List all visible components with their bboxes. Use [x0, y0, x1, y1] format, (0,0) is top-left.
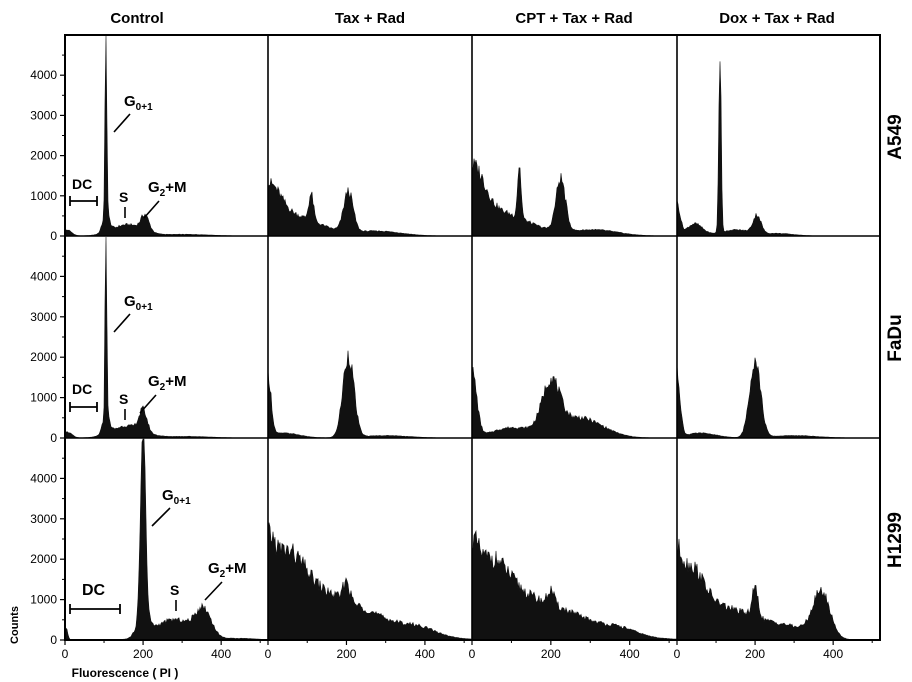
histogram-h1299-dox-tax-rad	[676, 538, 880, 641]
annotation-s-a549: S	[119, 189, 128, 205]
y-tick-label: 2000	[30, 350, 57, 364]
y-axis-label: Counts	[9, 606, 21, 644]
annotations: G0+1 DC S G2+M G0+1 DC S G2+M	[69, 93, 247, 614]
annotation-g01-h1299: G0+1	[151, 487, 191, 527]
y-tick-label: 2000	[30, 149, 57, 163]
y-tick-label: 1000	[30, 593, 57, 607]
x-tick-label: 0	[62, 647, 69, 661]
svg-text:G0+1: G0+1	[162, 487, 191, 507]
y-tick-label: 4000	[30, 68, 57, 82]
annotation-s-fadu: S	[119, 391, 128, 407]
x-tick-label: 200	[336, 647, 356, 661]
histogram-h1299-cpt-tax-rad	[471, 529, 678, 641]
annotation-s-h1299: S	[170, 582, 179, 598]
y-tick-label: 3000	[30, 108, 57, 122]
annotation-dc-a549: DC	[72, 176, 92, 192]
y-tick-label: 3000	[30, 310, 57, 324]
y-tick-label: 1000	[30, 391, 57, 405]
histogram-a549-dox-tax-rad	[676, 61, 880, 237]
y-tick-label: 2000	[30, 552, 57, 566]
dc-bracket-h1299	[69, 604, 121, 614]
axes-layer: 0100020003000400001000200030004000010002…	[30, 34, 881, 661]
y-tick-label: 3000	[30, 512, 57, 526]
column-header-tax-rad: Tax + Rad	[335, 10, 405, 27]
svg-text:G2+M: G2+M	[148, 179, 187, 199]
x-tick-label: 200	[541, 647, 561, 661]
histogram-fadu-dox-tax-rad	[676, 357, 880, 439]
column-header-dox-tax-rad: Dox + Tax + Rad	[719, 10, 835, 27]
x-axis-label: Fluorescence ( PI )	[72, 666, 179, 680]
histogram-a549-control	[64, 35, 268, 237]
svg-text:G0+1: G0+1	[124, 93, 153, 113]
histogram-fadu-cpt-tax-rad	[471, 366, 677, 439]
y-tick-label: 0	[50, 431, 57, 445]
y-tick-label: 0	[50, 633, 57, 647]
histogram-h1299-tax-rad	[267, 522, 473, 641]
annotation-g2m-fadu: G2+M	[139, 373, 187, 414]
x-tick-label: 400	[211, 647, 231, 661]
row-label-h1299: H1299	[885, 512, 906, 568]
x-tick-label: 400	[620, 647, 640, 661]
svg-text:G0+1: G0+1	[124, 293, 153, 313]
annotation-dc-fadu: DC	[72, 381, 92, 397]
svg-text:G2+M: G2+M	[148, 373, 187, 393]
x-tick-label: 200	[745, 647, 765, 661]
x-tick-label: 0	[469, 647, 476, 661]
column-header-control: Control	[110, 10, 163, 27]
x-tick-label: 200	[133, 647, 153, 661]
dc-bracket-a549	[69, 196, 98, 206]
row-label-a549: A549	[885, 114, 906, 159]
x-tick-label: 400	[415, 647, 435, 661]
y-tick-label: 0	[50, 229, 57, 243]
annotation-g2m-h1299: G2+M	[204, 560, 247, 601]
y-tick-label: 1000	[30, 189, 57, 203]
histogram-a549-cpt-tax-rad	[471, 158, 677, 237]
x-tick-label: 400	[823, 647, 843, 661]
column-header-cpt-tax-rad: CPT + Tax + Rad	[515, 10, 632, 27]
histogram-a549-tax-rad	[267, 178, 472, 237]
x-tick-label: 0	[265, 647, 272, 661]
annotation-g01-fadu: G0+1	[113, 293, 153, 333]
y-tick-label: 4000	[30, 269, 57, 283]
row-label-fadu: FaDu	[885, 314, 906, 362]
dc-bracket-fadu	[69, 402, 98, 412]
x-tick-label: 0	[674, 647, 681, 661]
annotation-g01-a549: G0+1	[113, 93, 153, 133]
y-tick-label: 4000	[30, 471, 57, 485]
histogram-fadu-tax-rad	[267, 350, 472, 439]
annotation-g2m-a549: G2+M	[143, 179, 187, 219]
annotation-dc-h1299: DC	[82, 582, 106, 599]
svg-text:G2+M: G2+M	[208, 560, 247, 580]
